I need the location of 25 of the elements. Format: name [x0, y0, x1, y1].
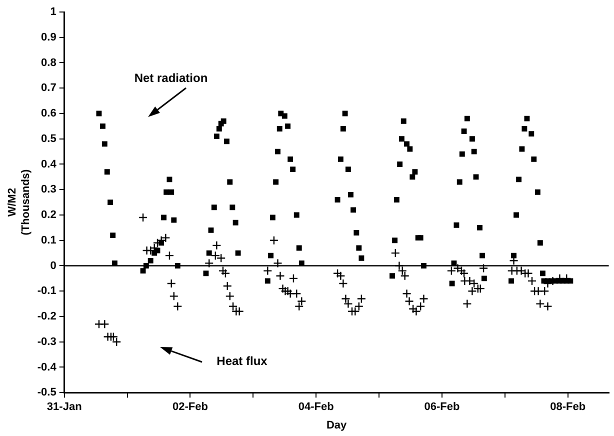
y-tick-label: 1: [50, 6, 56, 18]
y-tick-label: -0.3: [37, 336, 56, 348]
y-tick-label: 0.7: [41, 82, 56, 94]
y-tick-label: -0.2: [37, 310, 56, 323]
x-axis-title: Day: [326, 419, 348, 432]
y-tick-label: -0.5: [37, 386, 56, 399]
y-tick-label: 0: [50, 260, 56, 272]
y-tick-label: 0.1: [41, 234, 56, 246]
y-tick-label: 0.2: [41, 209, 56, 222]
y-tick-label: -0.4: [37, 361, 58, 374]
y-tick-label: 0.3: [41, 184, 56, 196]
y-axis-title: W/M2 (Thousands): [6, 168, 32, 236]
annotation: Net radiation: [134, 71, 208, 85]
y-tick-label: 0.5: [41, 132, 56, 145]
annotation: Heat flux: [216, 354, 268, 368]
y-tick-label: 0.4: [41, 158, 58, 170]
y-tick-label: 0.8: [41, 56, 56, 69]
x-tick-label: 31-Jan: [46, 401, 82, 414]
y-tick-label: -0.1: [37, 285, 56, 298]
x-tick-label: 06-Feb: [424, 401, 460, 414]
x-tick-label: 04-Feb: [298, 401, 334, 414]
y-tick-label: 0.6: [41, 108, 56, 120]
y-tick-label: 0.9: [41, 31, 56, 44]
x-tick-label: 02-Feb: [172, 401, 208, 414]
x-tick-label: 08-Feb: [550, 401, 586, 414]
